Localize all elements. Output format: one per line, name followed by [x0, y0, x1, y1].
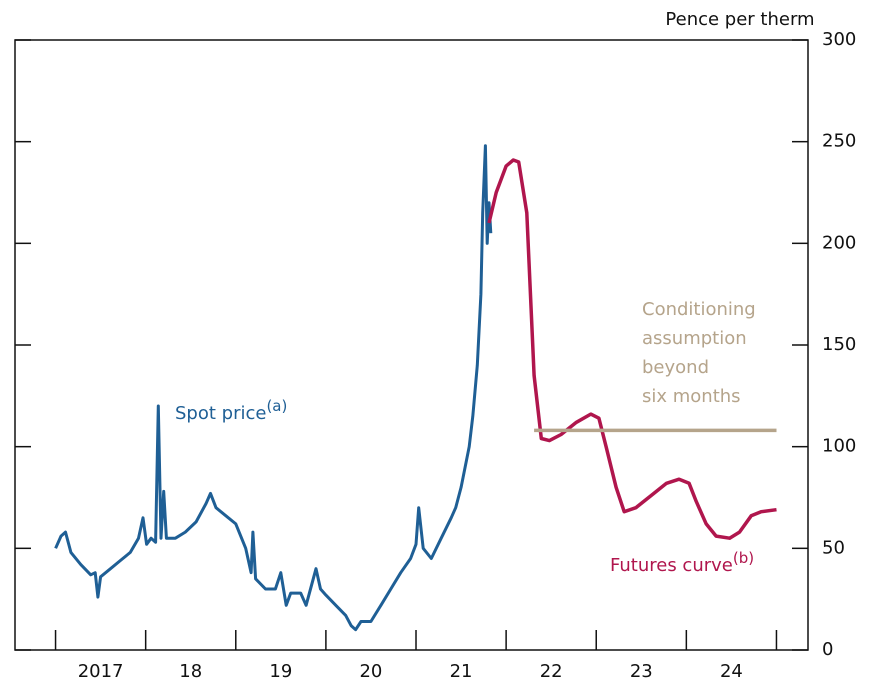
series-line — [487, 158, 777, 540]
x-tick-label: 21 — [450, 661, 473, 682]
x-tick-label: 24 — [720, 661, 743, 682]
x-tick-label: 22 — [540, 661, 563, 682]
series-label: Conditioning — [642, 299, 756, 320]
x-tick-label: 18 — [179, 661, 202, 682]
series-line — [54, 144, 493, 632]
y-tick-label: 200 — [822, 232, 856, 253]
x-tick-label: 20 — [359, 661, 382, 682]
series-name: Futures curve — [610, 555, 733, 576]
series-label: beyond — [642, 357, 709, 378]
x-tick-label: 2017 — [78, 661, 124, 682]
series-label: six months — [642, 386, 741, 407]
x-tick-label: 23 — [630, 661, 653, 682]
series-name: Spot price — [175, 403, 266, 424]
series-label: Futures curve(b) — [610, 549, 754, 577]
y-tick-label: 100 — [822, 436, 856, 457]
unit-label: Pence per therm — [665, 9, 814, 30]
y-tick-label: 50 — [822, 537, 845, 558]
x-tick-label: 19 — [269, 661, 292, 682]
y-tick-label: 250 — [822, 131, 856, 152]
series-note: (b) — [733, 549, 754, 567]
series-note: (a) — [266, 397, 287, 415]
y-tick-label: 300 — [822, 29, 856, 50]
y-tick-label: 150 — [822, 334, 856, 355]
series-label: Spot price(a) — [175, 397, 287, 425]
series-label: assumption — [642, 328, 747, 349]
y-tick-label: 0 — [822, 639, 833, 660]
